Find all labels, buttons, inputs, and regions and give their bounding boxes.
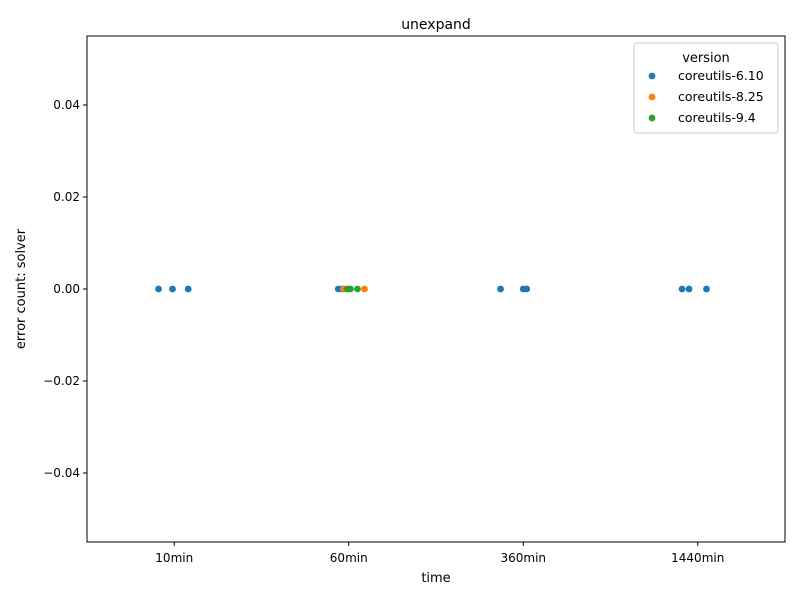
legend: version coreutils-6.10coreutils-8.25core…	[633, 42, 779, 134]
data-point	[497, 285, 504, 293]
legend-label: coreutils-8.25	[678, 89, 764, 104]
legend-marker	[648, 93, 656, 101]
y-tick-label: −0.04	[43, 466, 80, 480]
data-point	[703, 285, 710, 293]
data-point	[685, 285, 693, 293]
legend-marker	[648, 114, 656, 122]
legend-marker	[648, 72, 656, 80]
chart-title: unexpand	[401, 17, 471, 33]
y-tick-label: 0.02	[53, 190, 80, 204]
legend-box	[633, 42, 779, 134]
y-axis-label: error count: solver	[14, 228, 29, 349]
x-axis: 10min 60min 360min 1440min	[155, 542, 724, 565]
data-point	[184, 285, 192, 293]
plot-area	[155, 285, 710, 293]
data-point	[155, 285, 162, 293]
plot-frame	[86, 35, 786, 543]
legend-title: version	[682, 51, 730, 66]
legend-label: coreutils-6.10	[678, 68, 764, 83]
x-tick-label: 360min	[500, 551, 546, 565]
x-tick-label: 60min	[330, 551, 368, 565]
x-tick-label: 1440min	[671, 551, 724, 565]
y-axis: −0.04 −0.02 0.00 0.02 0.04	[43, 98, 87, 480]
y-tick-label: 0.04	[53, 98, 80, 112]
x-axis-label: time	[421, 571, 450, 586]
data-point	[347, 285, 354, 293]
series-coreutils-9.4	[343, 285, 361, 293]
data-point	[354, 285, 361, 293]
data-point	[523, 285, 531, 293]
series-coreutils-6.10	[155, 285, 710, 293]
y-tick-label: −0.02	[43, 374, 80, 388]
x-tick-label: 10min	[155, 551, 193, 565]
legend-label: coreutils-9.4	[678, 110, 756, 125]
legend-entries: coreutils-6.10 coreutils-8.25 coreutils-9.…	[648, 68, 764, 125]
data-point	[678, 285, 686, 293]
data-point	[361, 285, 368, 293]
data-point	[169, 285, 176, 293]
y-tick-label: 0.00	[53, 282, 80, 296]
